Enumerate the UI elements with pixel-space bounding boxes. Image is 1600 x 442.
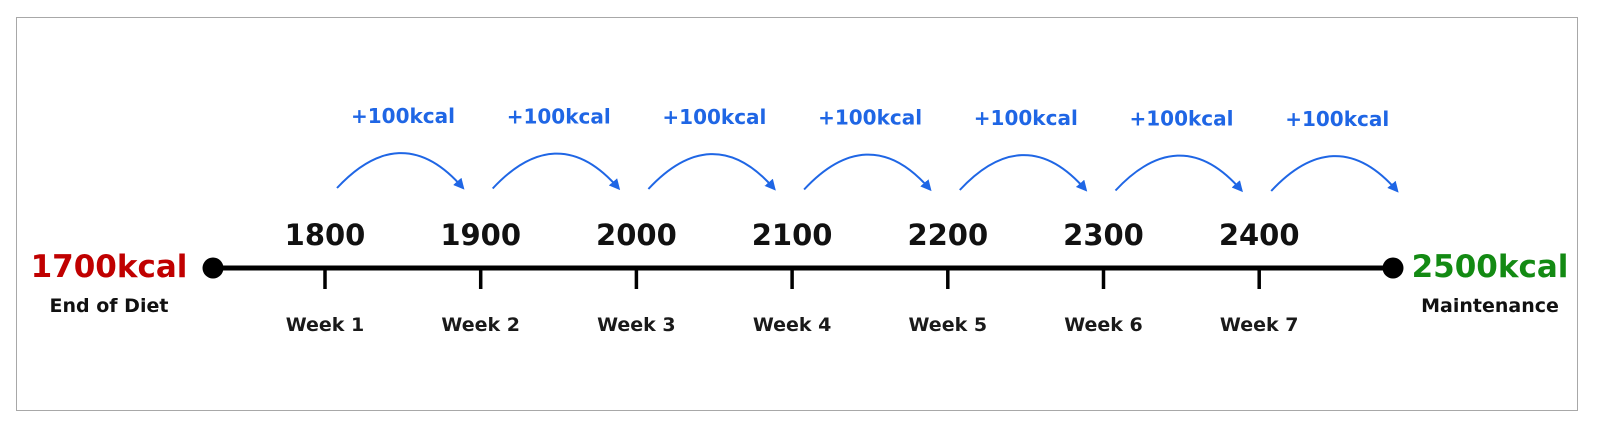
start-caption: End of Diet <box>50 295 169 317</box>
increment-arrow <box>336 152 465 190</box>
increment-arrow <box>1270 155 1399 193</box>
step-calories: 2400 <box>1219 218 1300 252</box>
step-calories: 2200 <box>907 218 988 252</box>
increment-arrow <box>647 153 776 191</box>
step-week-label: Week 2 <box>441 314 520 336</box>
end-calories: 2500kcal <box>1412 249 1569 285</box>
step-calories: 1900 <box>440 218 521 252</box>
step-calories: 2100 <box>752 218 833 252</box>
step-increment-label: +100kcal <box>662 105 766 129</box>
step-week-label: Week 3 <box>597 314 676 336</box>
step-calories: 2300 <box>1063 218 1144 252</box>
step-increment-label: +100kcal <box>351 104 455 128</box>
step-week-label: Week 6 <box>1064 314 1143 336</box>
timeline-steps: 1800 Week 1 +100kcal 1900 Week 2 +100kcal 2000… <box>285 104 1399 336</box>
step-week-label: Week 4 <box>753 314 832 336</box>
timeline-start-dot <box>202 257 224 279</box>
step-increment-label: +100kcal <box>507 105 611 129</box>
end-caption: Maintenance <box>1421 295 1559 317</box>
step-increment-label: +100kcal <box>1285 107 1389 131</box>
step-week-label: Week 5 <box>909 314 988 336</box>
increment-arrow <box>1114 154 1243 193</box>
diagram-frame <box>16 17 1578 411</box>
step-week-label: Week 1 <box>286 314 365 336</box>
step-calories: 1800 <box>285 218 366 252</box>
step-increment-label: +100kcal <box>1129 107 1233 131</box>
increment-arrow <box>803 153 932 192</box>
step-increment-label: +100kcal <box>818 106 922 130</box>
timeline-end-dot <box>1382 257 1404 279</box>
step-calories: 2000 <box>596 218 677 252</box>
step-week-label: Week 7 <box>1220 314 1299 336</box>
step-increment-label: +100kcal <box>974 106 1078 130</box>
increment-arrow <box>491 152 621 191</box>
start-calories: 1700kcal <box>31 249 188 285</box>
increment-arrow <box>959 154 1088 192</box>
